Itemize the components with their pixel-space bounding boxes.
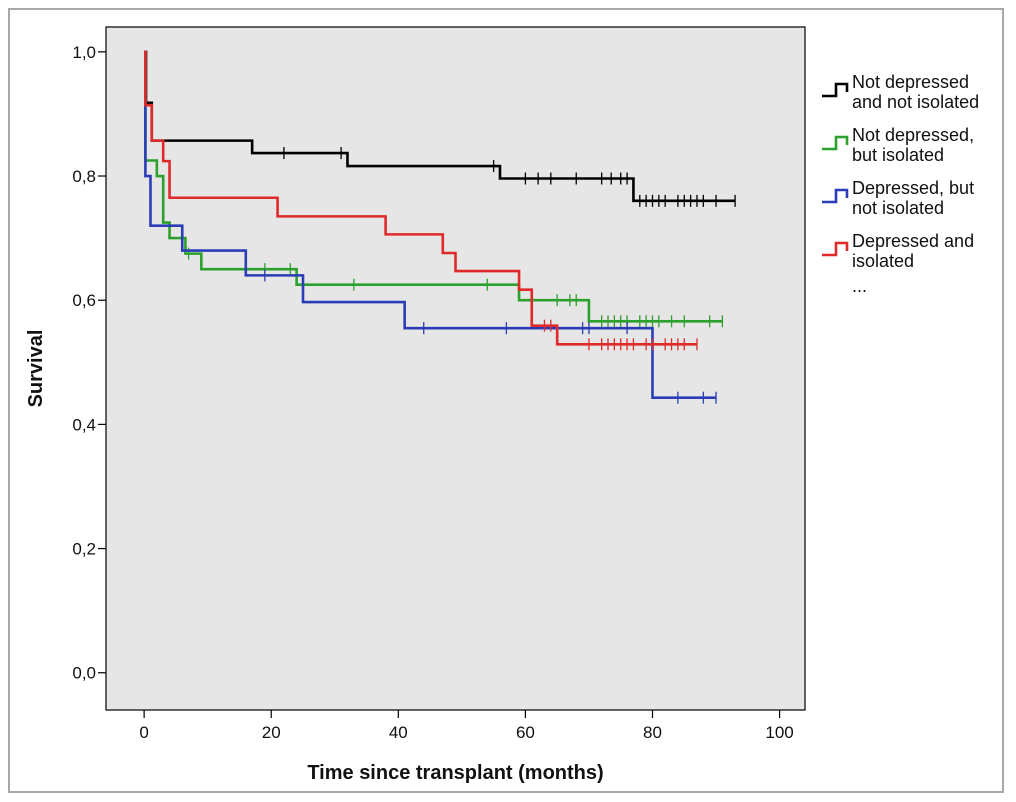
legend-swatch — [822, 188, 849, 204]
figure-frame — [8, 8, 1004, 793]
legend-label: Depressed and — [852, 231, 974, 251]
plot-area — [105, 26, 806, 711]
y-tick-label: 0,4 — [72, 415, 96, 434]
x-tick-label: 0 — [139, 723, 148, 742]
x-tick-label: 40 — [389, 723, 408, 742]
series-2 — [144, 50, 724, 328]
legend-label: Depressed, but — [852, 178, 974, 198]
x-tick-label: 20 — [262, 723, 281, 742]
x-axis-title: Time since transplant (months) — [307, 762, 603, 784]
y-axis-title: Survival — [25, 330, 47, 408]
x-tick-label: 80 — [643, 723, 662, 742]
x-tick-label: 60 — [516, 723, 535, 742]
series-1 — [144, 50, 736, 207]
series-4 — [144, 50, 698, 351]
survival-curve — [144, 50, 717, 399]
x-tick-label: 100 — [765, 723, 793, 742]
y-tick-label: 0,6 — [72, 291, 96, 310]
y-tick-label: 0,8 — [72, 167, 96, 186]
y-axis: 0,0 0,2 0,4 0,6 0,8 1,0 — [72, 43, 106, 683]
series-layer — [144, 50, 736, 404]
legend-label: and not isolated — [852, 92, 979, 112]
legend-label: isolated — [852, 251, 914, 271]
y-tick-label: 0,2 — [72, 540, 96, 559]
legend-swatch — [822, 241, 849, 257]
series-3 — [144, 50, 717, 404]
x-axis: 0 20 40 60 80 100 — [139, 710, 794, 742]
legend-item-2: Not depressed,but isolated — [822, 125, 974, 165]
legend-label: but isolated — [852, 145, 944, 165]
legend-label: Not depressed, — [852, 125, 974, 145]
survival-curve — [144, 50, 723, 323]
y-tick-label: 0,0 — [72, 664, 96, 683]
legend-label: Not depressed — [852, 72, 969, 92]
survival-curve — [144, 50, 697, 346]
legend-ellipsis: ... — [852, 276, 867, 296]
legend-label: not isolated — [852, 198, 944, 218]
legend-swatch — [822, 82, 849, 98]
legend-swatch — [822, 135, 849, 151]
y-tick-label: 1,0 — [72, 43, 96, 62]
